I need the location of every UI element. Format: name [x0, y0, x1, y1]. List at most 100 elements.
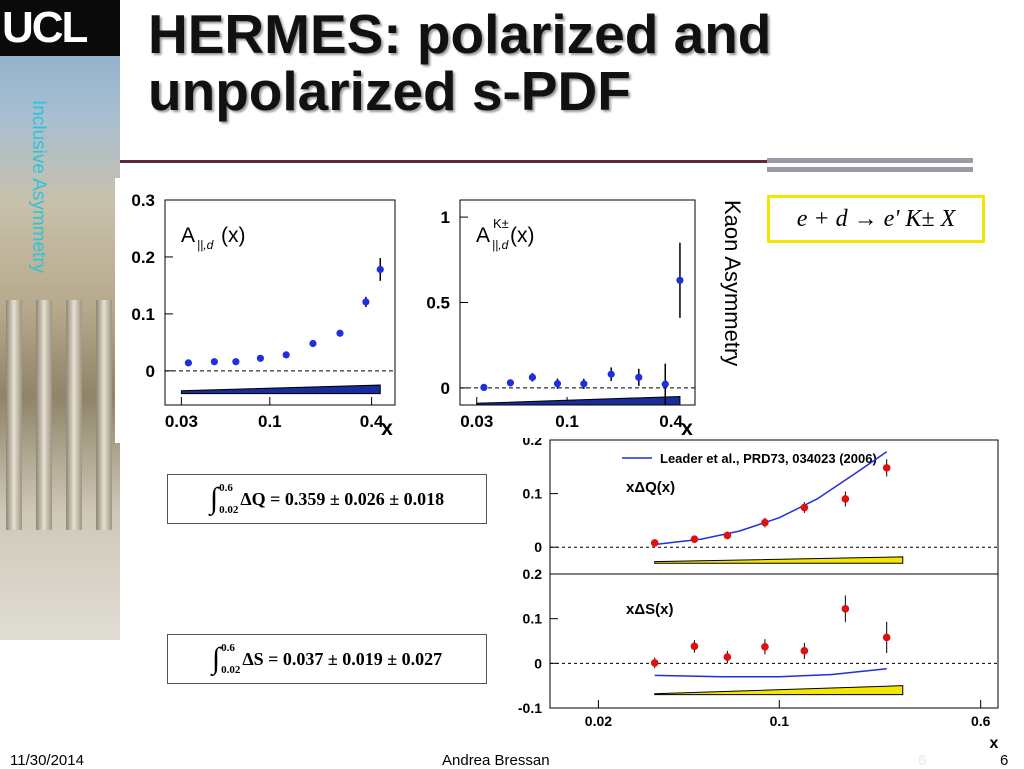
- legend-text: Leader et al., PRD73, 034023 (2006): [660, 451, 877, 466]
- integral-expression: ΔQ = 0.359 ± 0.026 ± 0.018: [240, 488, 445, 509]
- integral-upper-limit: 0.6: [221, 642, 235, 654]
- data-point: [690, 535, 699, 543]
- data-point: [553, 380, 562, 388]
- chart-title-sub: ||,d: [197, 238, 214, 252]
- kaon-asymmetry-label: Kaon Asymmetry: [720, 200, 745, 367]
- footer-page-number: 6: [1000, 752, 1009, 769]
- chart-x-delta-q: 0 0.1 0.2 xΔQ(x) Leader et al., PRD73, 03402…: [523, 438, 999, 575]
- y-tick-label: 0: [534, 655, 542, 671]
- data-point: [650, 659, 659, 667]
- y-tick-label: 0.3: [131, 191, 155, 210]
- data-point: [480, 383, 488, 392]
- title-rule: [120, 160, 970, 163]
- footer-ghost-page: 6: [918, 752, 927, 769]
- systematic-band: [654, 685, 904, 696]
- y-tick-label: 0.1: [523, 611, 543, 627]
- plot-frame: [549, 573, 999, 709]
- chart-title-tail: (x): [510, 224, 535, 247]
- reaction-equation: e + d → e' K± X: [767, 195, 985, 243]
- data-point: [506, 379, 515, 387]
- y-tick-label: -0.1: [518, 700, 542, 716]
- building-photo: [0, 0, 120, 640]
- theory-curve: [654, 451, 888, 546]
- y-tick-label: 0: [534, 539, 542, 555]
- panel-label: xΔS(x): [626, 601, 673, 618]
- integral-sign-icon: ∫: [209, 482, 219, 515]
- systematic-band: [654, 556, 904, 564]
- integral-expression: ΔS = 0.037 ± 0.019 ± 0.027: [242, 648, 443, 669]
- data-point: [376, 265, 384, 274]
- x-axis-label: x: [990, 735, 999, 752]
- y-tick-label: 0.2: [523, 438, 543, 448]
- data-point: [184, 359, 192, 367]
- integral-sign-icon: ∫: [211, 642, 221, 675]
- data-point: [723, 531, 732, 540]
- data-point: [362, 298, 370, 306]
- data-point: [282, 351, 290, 359]
- integral-lower-limit: 0.02: [219, 504, 239, 516]
- chart-title-sub: ||,d: [492, 238, 509, 252]
- integral-delta-s: ∫ 0.6 0.02 ΔS = 0.037 ± 0.019 ± 0.027: [167, 634, 487, 684]
- integral-lower-limit: 0.02: [221, 664, 241, 676]
- inclusive-asymmetry-label: Inclusive Asymmetry: [28, 100, 49, 274]
- bottom-pdf-charts: 0 0.1 0.2 xΔQ(x) Leader et al., PRD73, 03402…: [518, 438, 999, 752]
- x-tick-label: 0.1: [770, 713, 790, 729]
- data-point: [882, 464, 891, 472]
- x-tick-label: 0.1: [555, 412, 579, 431]
- data-point: [723, 653, 732, 661]
- footer-date: 11/30/2014: [10, 752, 84, 769]
- y-tick-label: 0.2: [523, 566, 543, 582]
- data-point: [761, 518, 769, 527]
- data-point: [232, 358, 240, 366]
- data-point: [528, 373, 537, 381]
- integral-upper-limit: 0.6: [219, 482, 233, 494]
- y-tick-label: 0: [146, 362, 155, 381]
- footer-author: Andrea Bressan: [442, 752, 550, 769]
- slide-title: HERMES: polarized and unpolarized s-PDF: [148, 3, 772, 122]
- data-point: [210, 358, 218, 366]
- chart-title: A: [181, 224, 195, 247]
- data-point: [580, 380, 588, 388]
- data-point: [800, 647, 809, 655]
- chart-title: A: [476, 224, 490, 247]
- x-tick-label: 0.03: [165, 412, 198, 431]
- data-point: [309, 339, 317, 348]
- x-tick-label: 0.03: [460, 412, 493, 431]
- data-point: [761, 643, 769, 651]
- top-asymmetry-charts: 00.10.20.30.03 0.1 0.4xA ||,d (x) 00.510.03 0…: [115, 178, 710, 443]
- y-tick-label: 0.1: [131, 305, 155, 324]
- x-tick-label: 0.6: [971, 713, 991, 729]
- title-decoration: [767, 158, 973, 176]
- chart-a-par-d: 0 0.1 0.2 0.3 0.03 0.1 0.4x A ||,d (x): [131, 191, 396, 440]
- y-tick-label: 1: [441, 208, 450, 227]
- data-point: [690, 642, 699, 651]
- chart-x-delta-s: -0.1 0 0.1 0.2 0.02 0.1 0.6 x xΔS(x): [518, 566, 999, 752]
- data-point: [607, 370, 615, 378]
- x-tick-label: 0.1: [258, 412, 282, 431]
- chart-a-kaon-par-d: 0 0.5 1 0.03 0.1 0.4x AK± ||,d (x): [426, 199, 696, 440]
- y-tick-label: 0.2: [131, 248, 155, 267]
- systematic-band: [476, 395, 681, 406]
- x-tick-label: 0.4: [659, 412, 683, 431]
- chart-title-tail: (x): [221, 224, 246, 247]
- data-point: [800, 503, 809, 512]
- chart-title-sup: K±: [493, 216, 509, 231]
- data-point: [336, 329, 344, 337]
- plot-frame: [164, 199, 396, 406]
- y-tick-label: 0: [441, 379, 450, 398]
- y-tick-label: 0.5: [426, 294, 450, 313]
- data-point: [676, 276, 684, 284]
- data-point: [650, 539, 659, 547]
- data-point: [661, 380, 669, 388]
- systematic-band: [180, 384, 381, 395]
- data-point: [841, 605, 850, 613]
- x-tick-label: 0.02: [585, 713, 612, 729]
- y-tick-label: 0.1: [523, 486, 543, 502]
- panel-label: xΔQ(x): [626, 479, 675, 496]
- x-axis-label: x: [381, 417, 393, 440]
- data-point: [635, 373, 643, 381]
- data-point: [256, 354, 265, 362]
- integral-delta-q: ∫ 0.6 0.02 ΔQ = 0.359 ± 0.026 ± 0.018: [167, 474, 487, 524]
- data-point: [882, 633, 891, 642]
- x-axis-label: x: [681, 417, 693, 440]
